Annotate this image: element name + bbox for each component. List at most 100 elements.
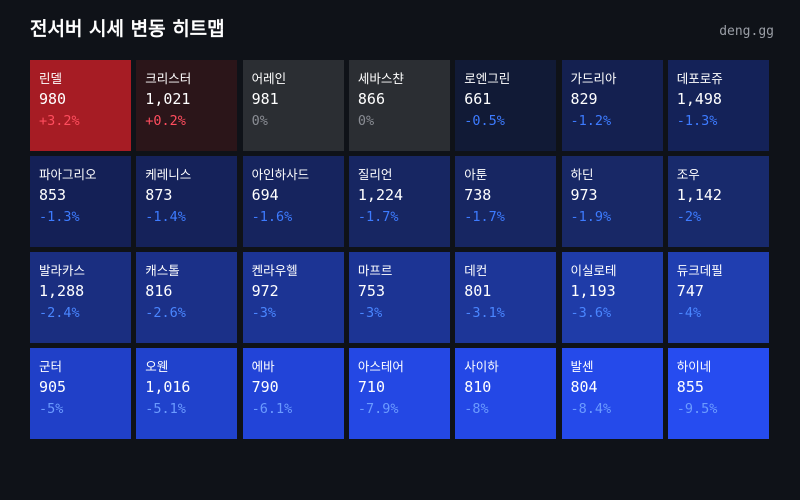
change: -0.5% bbox=[464, 113, 505, 129]
heatmap-cell: 에바 790 -6.1% bbox=[242, 348, 344, 439]
server-name: 데컨 bbox=[464, 263, 488, 278]
price: 747 bbox=[676, 282, 704, 300]
price: 801 bbox=[464, 282, 492, 300]
server-name: 캐스톨 bbox=[145, 263, 180, 278]
change: -2.6% bbox=[145, 305, 186, 321]
price: 710 bbox=[357, 378, 385, 396]
server-name: 아스테어 bbox=[357, 359, 404, 374]
change: -6.1% bbox=[251, 401, 293, 417]
change: -2.4% bbox=[39, 305, 80, 321]
change: -4% bbox=[676, 305, 702, 321]
heatmap-cell: 가드리아 829 -1.2% bbox=[561, 60, 663, 151]
server-name: 오웬 bbox=[145, 359, 169, 374]
heatmap-cell: 아인하사드 694 -1.6% bbox=[242, 156, 344, 247]
server-name: 세바스챤 bbox=[357, 71, 404, 86]
heatmap-cell: 로엔그린 661 -0.5% bbox=[455, 60, 557, 151]
change: +0.2% bbox=[145, 113, 186, 129]
server-name: 로엔그린 bbox=[464, 71, 511, 86]
change: -1.9% bbox=[570, 209, 612, 225]
heatmap-cell: 캐스톨 816 -2.6% bbox=[136, 252, 238, 343]
price: 981 bbox=[251, 90, 279, 108]
server-name: 데포로쥬 bbox=[676, 71, 723, 86]
change: -5.1% bbox=[145, 401, 186, 417]
server-name: 발라카스 bbox=[39, 263, 86, 278]
change: -2% bbox=[676, 209, 702, 225]
change: -1.4% bbox=[145, 209, 186, 225]
server-name: 어레인 bbox=[251, 71, 287, 86]
heatmap-cell: 아툰 738 -1.7% bbox=[455, 156, 557, 247]
server-name: 아툰 bbox=[464, 167, 488, 182]
price: 1,142 bbox=[676, 186, 722, 204]
server-name: 크리스터 bbox=[145, 71, 192, 86]
heatmap-cell: 조우 1,142 -2% bbox=[667, 156, 769, 247]
heatmap-cell: 질리언 1,224 -1.7% bbox=[348, 156, 450, 247]
heatmap-cell: 발센 804 -8.4% bbox=[561, 348, 663, 439]
change: -7.9% bbox=[357, 401, 399, 417]
change: -1.6% bbox=[251, 209, 293, 225]
heatmap-cell: 데포로쥬 1,498 -1.3% bbox=[667, 60, 769, 151]
price: 816 bbox=[145, 282, 173, 300]
heatmap-cell: 데컨 801 -3.1% bbox=[455, 252, 557, 343]
heatmap-cell: 사이하 810 -8% bbox=[455, 348, 557, 439]
heatmap-cell: 오웬 1,016 -5.1% bbox=[136, 348, 238, 439]
heatmap-cell: 크리스터 1,021 +0.2% bbox=[136, 60, 238, 151]
server-name: 아인하사드 bbox=[251, 167, 310, 182]
heatmap-cell: 마프르 753 -3% bbox=[348, 252, 450, 343]
change: 0% bbox=[357, 113, 375, 129]
price: 1,021 bbox=[145, 90, 191, 108]
server-name: 조우 bbox=[676, 167, 700, 182]
server-name: 듀크데필 bbox=[676, 263, 723, 278]
server-name: 발센 bbox=[570, 359, 594, 374]
server-name: 파아그리오 bbox=[39, 167, 97, 182]
heatmap-cell: 아스테어 710 -7.9% bbox=[348, 348, 450, 439]
change: -1.3% bbox=[39, 209, 80, 225]
change: -1.7% bbox=[464, 209, 505, 225]
change: -9.5% bbox=[676, 401, 718, 417]
price: 738 bbox=[464, 186, 492, 204]
price: 973 bbox=[570, 186, 598, 204]
server-name: 마프르 bbox=[357, 263, 393, 278]
server-name: 켄라우헬 bbox=[251, 263, 298, 278]
server-name: 케레니스 bbox=[145, 167, 192, 182]
price: 1,498 bbox=[676, 90, 722, 108]
heatmap-cell: 켄라우헬 972 -3% bbox=[242, 252, 344, 343]
price: 980 bbox=[39, 90, 67, 108]
change: -1.7% bbox=[357, 209, 399, 225]
price: 804 bbox=[570, 378, 598, 396]
price: 790 bbox=[251, 378, 279, 396]
price: 753 bbox=[357, 282, 385, 300]
change: -3.1% bbox=[464, 305, 505, 321]
server-name: 하이네 bbox=[676, 359, 712, 374]
heatmap-cell: 린델 980 +3.2% bbox=[30, 60, 131, 151]
server-name: 가드리아 bbox=[570, 71, 617, 86]
heatmap-cell: 듀크데필 747 -4% bbox=[667, 252, 769, 343]
price: 661 bbox=[464, 90, 492, 108]
heatmap-cell: 하딘 973 -1.9% bbox=[561, 156, 663, 247]
server-name: 에바 bbox=[251, 359, 275, 374]
change: -1.3% bbox=[676, 113, 718, 129]
price: 855 bbox=[676, 378, 704, 396]
price: 810 bbox=[464, 378, 492, 396]
change: -1.2% bbox=[570, 113, 612, 129]
change: -3% bbox=[251, 305, 276, 321]
heatmap-cell: 하이네 855 -9.5% bbox=[667, 348, 769, 439]
price: 972 bbox=[251, 282, 279, 300]
price: 1,224 bbox=[357, 186, 404, 204]
brand: deng.gg bbox=[719, 24, 774, 39]
price: 873 bbox=[145, 186, 173, 204]
heatmap-cell: 파아그리오 853 -1.3% bbox=[30, 156, 131, 247]
price: 905 bbox=[39, 378, 67, 396]
price: 1,016 bbox=[145, 378, 191, 396]
price: 1,288 bbox=[39, 282, 85, 300]
change: 0% bbox=[251, 113, 268, 129]
price: 866 bbox=[357, 90, 385, 108]
heatmap-cell: 케레니스 873 -1.4% bbox=[136, 156, 238, 247]
price: 1,193 bbox=[570, 282, 616, 300]
price: 829 bbox=[570, 90, 598, 108]
heatmap-cell: 군터 905 -5% bbox=[30, 348, 131, 439]
change: -5% bbox=[39, 401, 64, 417]
change: -8.4% bbox=[570, 401, 612, 417]
heatmap-cell: 어레인 981 0% bbox=[242, 60, 344, 151]
server-name: 린델 bbox=[39, 71, 63, 86]
